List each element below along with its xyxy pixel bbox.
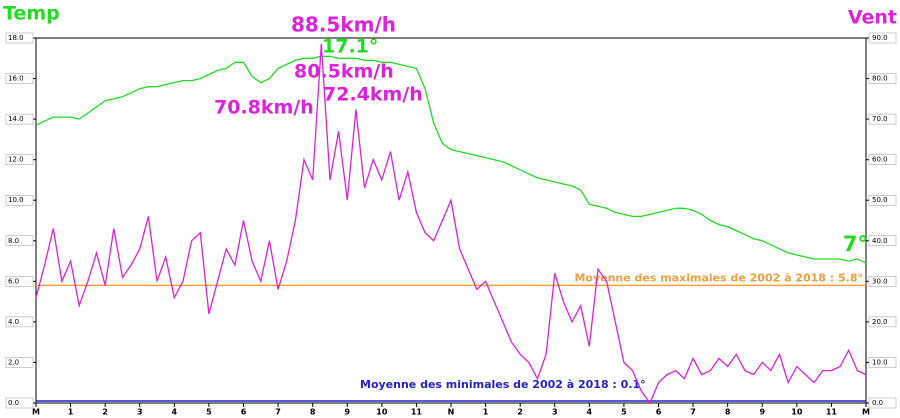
x-tick-label: 4: [172, 408, 178, 417]
y2-tick-label: 50.0: [872, 196, 888, 204]
y-tick-box: [5, 397, 34, 409]
x-tick-label: 5: [206, 408, 212, 417]
y2-title: Vent: [848, 7, 897, 29]
reference-label: Moyenne des maximales de 2002 à 2018 : 5…: [574, 271, 863, 284]
y2-tick-label: 60.0: [872, 156, 888, 164]
y-tick-box: [5, 316, 34, 328]
x-tick-label: 8: [310, 408, 316, 417]
x-tick-label: M: [32, 408, 40, 417]
y2-tick-box: [868, 194, 897, 206]
x-tick-label: 2: [102, 408, 108, 417]
y2-tick-box: [868, 316, 897, 328]
annotation: 80.5km/h: [294, 61, 394, 83]
y2-tick-box: [868, 32, 897, 44]
x-tick-label: 1: [483, 408, 489, 417]
y2-tick-label: 10.0: [872, 358, 888, 366]
x-tick-label: 6: [241, 408, 247, 417]
y-tick-label: 16.0: [8, 75, 24, 83]
y2-tick-label: 0.0: [872, 399, 883, 407]
x-tick-label: 11: [826, 408, 838, 417]
series-line: [35, 44, 867, 405]
y-tick-label: 12.0: [8, 156, 24, 164]
x-tick-label: 9: [759, 408, 765, 417]
annotation: 7°: [843, 232, 868, 256]
y-title: Temp: [3, 3, 60, 25]
y-tick-label: 10.0: [8, 196, 24, 204]
y2-tick-label: 70.0: [872, 115, 888, 123]
y-tick-box: [5, 154, 34, 165]
y2-tick-box: [868, 73, 897, 84]
x-tick-label: 8: [725, 408, 731, 417]
y-tick-box: [5, 113, 34, 125]
annotation: 88.5km/h: [291, 13, 396, 37]
y-tick-box: [5, 32, 34, 44]
y-tick-label: 18.0: [8, 34, 24, 42]
y2-tick-box: [868, 357, 897, 368]
y-tick-box: [5, 357, 34, 368]
y2-tick-box: [868, 113, 897, 125]
x-tick-label: 3: [137, 408, 143, 417]
x-tick-label: 1: [68, 408, 74, 417]
y-tick-box: [5, 276, 34, 287]
plot-frame: [35, 37, 867, 404]
series-line: [35, 55, 867, 264]
y2-tick-box: [868, 154, 897, 165]
y-tick-label: 14.0: [8, 115, 24, 123]
x-tick-label: 11: [411, 408, 423, 417]
annotation: 70.8km/h: [214, 97, 314, 119]
y2-tick-label: 40.0: [872, 237, 888, 245]
y2-tick-label: 30.0: [872, 277, 888, 285]
y-tick-label: 0.0: [8, 399, 19, 407]
y-tick-box: [5, 194, 34, 206]
x-tick-label: 5: [621, 408, 627, 417]
x-tick-label: 10: [791, 408, 803, 417]
x-tick-label: N: [448, 408, 455, 417]
x-tick-label: 4: [587, 408, 593, 417]
x-tick-label: 9: [344, 408, 350, 417]
annotation: 17.1°: [322, 36, 378, 58]
x-tick-label: 2: [517, 408, 523, 417]
y-tick-label: 8.0: [8, 237, 19, 245]
y2-tick-label: 20.0: [872, 318, 888, 326]
y-tick-box: [5, 235, 34, 247]
y-tick-box: [5, 73, 34, 84]
y-tick-label: 6.0: [8, 277, 19, 285]
y-tick-label: 2.0: [8, 358, 19, 366]
x-tick-label: 7: [275, 408, 281, 417]
x-tick-label: 10: [376, 408, 388, 417]
y-tick-label: 4.0: [8, 318, 19, 326]
x-tick-label: 3: [552, 408, 558, 417]
y2-tick-box: [868, 397, 897, 409]
y2-tick-label: 90.0: [872, 34, 888, 42]
x-tick-label: M: [862, 408, 870, 417]
y2-tick-label: 80.0: [872, 75, 888, 83]
annotation: 72.4km/h: [323, 84, 423, 106]
y2-tick-box: [868, 235, 897, 247]
x-tick-label: 6: [656, 408, 662, 417]
y2-tick-box: [868, 276, 897, 287]
x-tick-label: 7: [690, 408, 696, 417]
reference-label: Moyenne des minimales de 2002 à 2018 : 0…: [360, 378, 646, 391]
